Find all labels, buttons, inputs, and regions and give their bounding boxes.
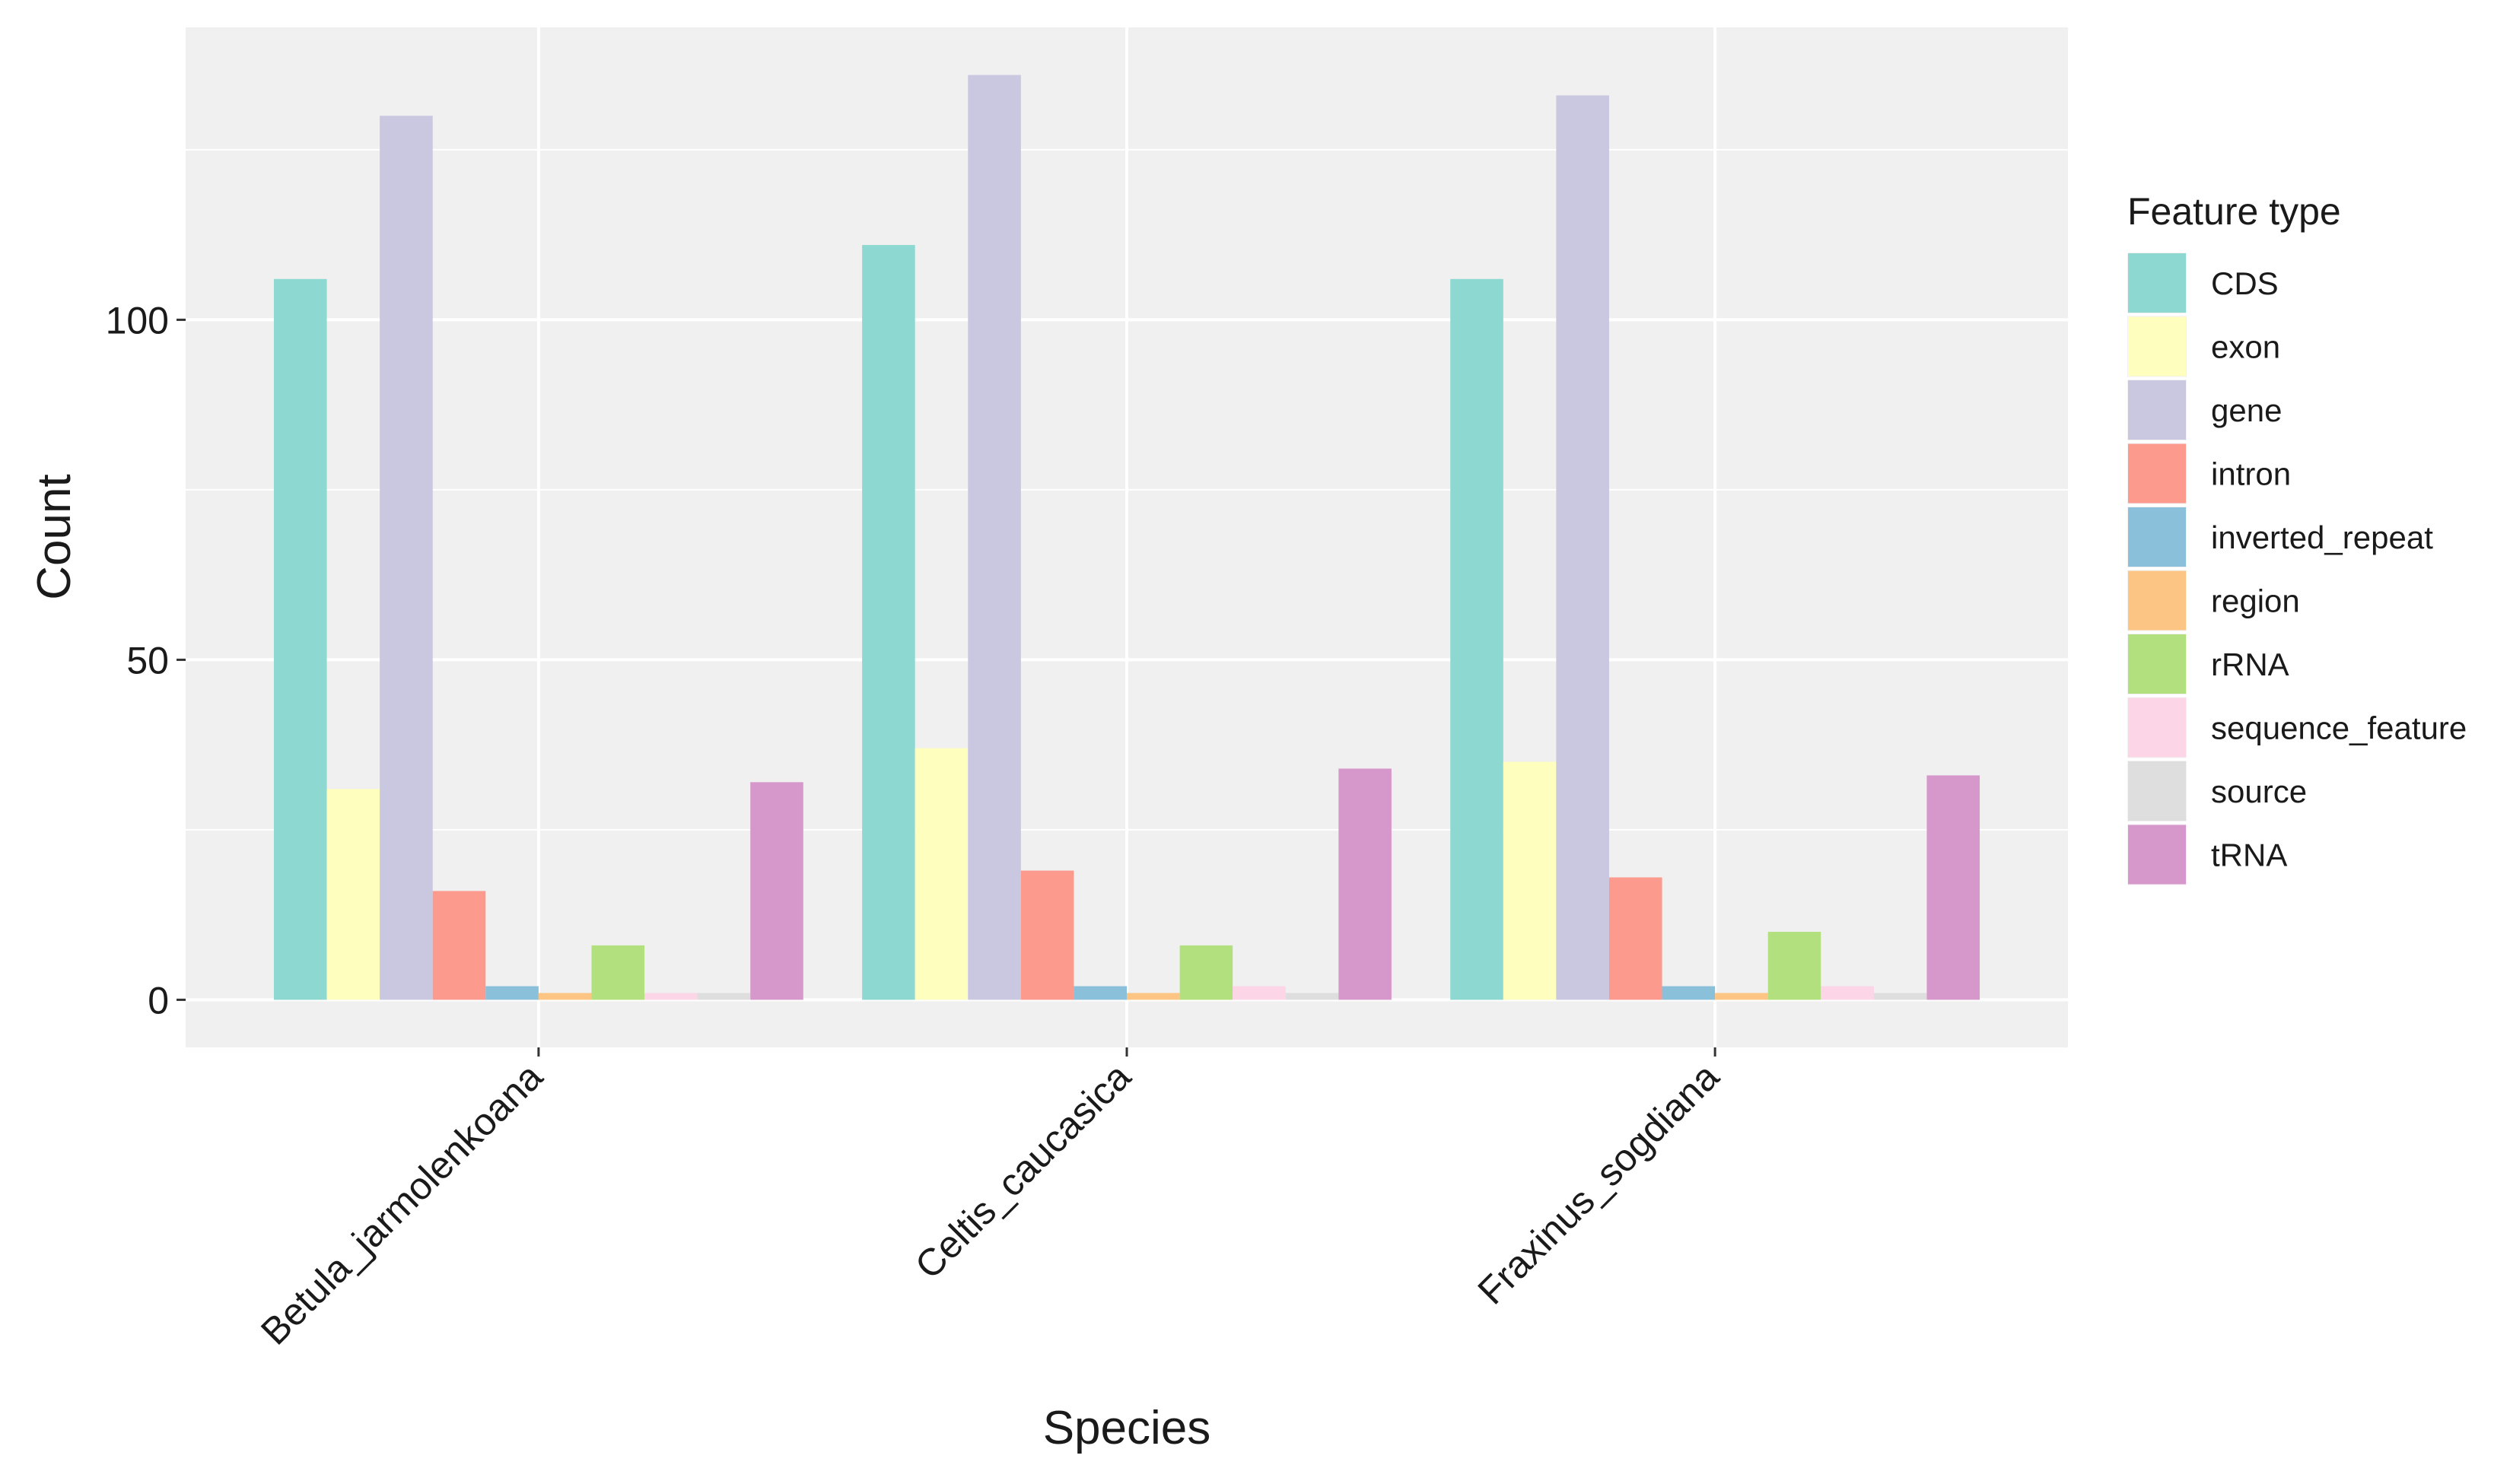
legend-label-inverted_repeat: inverted_repeat [2211,520,2433,555]
legend-label-region: region [2211,583,2300,619]
bar-intron-Fraxinus_sogdiana [1608,877,1662,1000]
bar-inverted_repeat-Betula_jarmolenkoana [485,986,539,1000]
bar-tRNA-Fraxinus_sogdiana [1926,775,1980,1000]
x-tick-label: Celtis_caucasica [907,1055,1139,1287]
bar-source-Fraxinus_sogdiana [1873,993,1927,1000]
bar-gene-Celtis_caucasica [968,75,1021,1000]
legend-swatch-CDS [2128,253,2186,313]
bar-inverted_repeat-Celtis_caucasica [1074,986,1127,1000]
bar-tRNA-Celtis_caucasica [1338,768,1392,1000]
x-axis-title: Species [1043,1402,1211,1454]
bar-region-Fraxinus_sogdiana [1715,993,1768,1000]
y-tick-label: 0 [148,979,169,1022]
y-tick-label: 50 [126,639,169,682]
bar-gene-Betula_jarmolenkoana [380,116,433,1000]
x-axis-ticks: Betula_jarmolenkoana Celtis_caucasica Frax… [253,1047,1727,1353]
legend-label-intron: intron [2211,456,2291,492]
bar-exon-Fraxinus_sogdiana [1503,761,1557,1000]
bar-rRNA-Betula_jarmolenkoana [591,945,645,1000]
legend-swatch-gene [2128,380,2186,440]
bar-CDS-Betula_jarmolenkoana [273,278,327,1000]
y-axis-ticks: 0 50 100 [106,299,186,1022]
legend-swatch-region [2128,570,2186,631]
bar-sequence_feature-Betula_jarmolenkoana [644,993,698,1000]
bar-tRNA-Betula_jarmolenkoana [750,782,803,1000]
legend-swatch-tRNA [2128,825,2186,885]
bar-intron-Celtis_caucasica [1020,870,1074,1000]
bar-region-Betula_jarmolenkoana [538,993,592,1000]
bar-region-Celtis_caucasica [1127,993,1180,1000]
legend-label-CDS: CDS [2211,265,2279,301]
bar-exon-Celtis_caucasica [915,748,969,1000]
legend-swatch-intron [2128,443,2186,504]
legend-label-rRNA: rRNA [2211,647,2289,682]
legend-label-exon: exon [2211,329,2280,365]
bar-gene-Fraxinus_sogdiana [1556,95,1609,1000]
bar-sequence_feature-Fraxinus_sogdiana [1821,986,1874,1000]
bars [273,75,1980,1000]
bar-source-Celtis_caucasica [1285,993,1339,1000]
legend-label-gene: gene [2211,392,2282,428]
legend-swatch-inverted_repeat [2128,507,2186,567]
bar-rRNA-Celtis_caucasica [1179,945,1233,1000]
x-tick-label: Fraxinus_sogdiana [1470,1055,1727,1312]
legend-title: Feature type [2127,190,2341,233]
legend: Feature type CDS exon gene intron inverted_r… [2127,190,2467,885]
bar-CDS-Celtis_caucasica [862,245,915,1000]
legend-label-tRNA: tRNA [2211,837,2287,873]
legend-swatch-source [2128,761,2186,821]
legend-swatch-exon [2128,316,2186,377]
legend-label-source: source [2211,774,2307,809]
y-axis-title: Count [28,474,81,599]
bar-exon-Betula_jarmolenkoana [326,789,380,1000]
bar-rRNA-Fraxinus_sogdiana [1767,932,1821,1000]
bar-CDS-Fraxinus_sogdiana [1450,278,1503,1000]
legend-label-sequence_feature: sequence_feature [2211,710,2467,746]
bar-inverted_repeat-Fraxinus_sogdiana [1662,986,1716,1000]
bar-intron-Betula_jarmolenkoana [432,891,486,1000]
x-tick-label: Betula_jarmolenkoana [253,1055,551,1353]
bar-sequence_feature-Celtis_caucasica [1233,986,1286,1000]
legend-swatch-sequence_feature [2128,698,2186,758]
legend-swatch-rRNA [2128,634,2186,694]
bar-source-Betula_jarmolenkoana [697,993,751,1000]
y-tick-label: 100 [106,299,169,342]
